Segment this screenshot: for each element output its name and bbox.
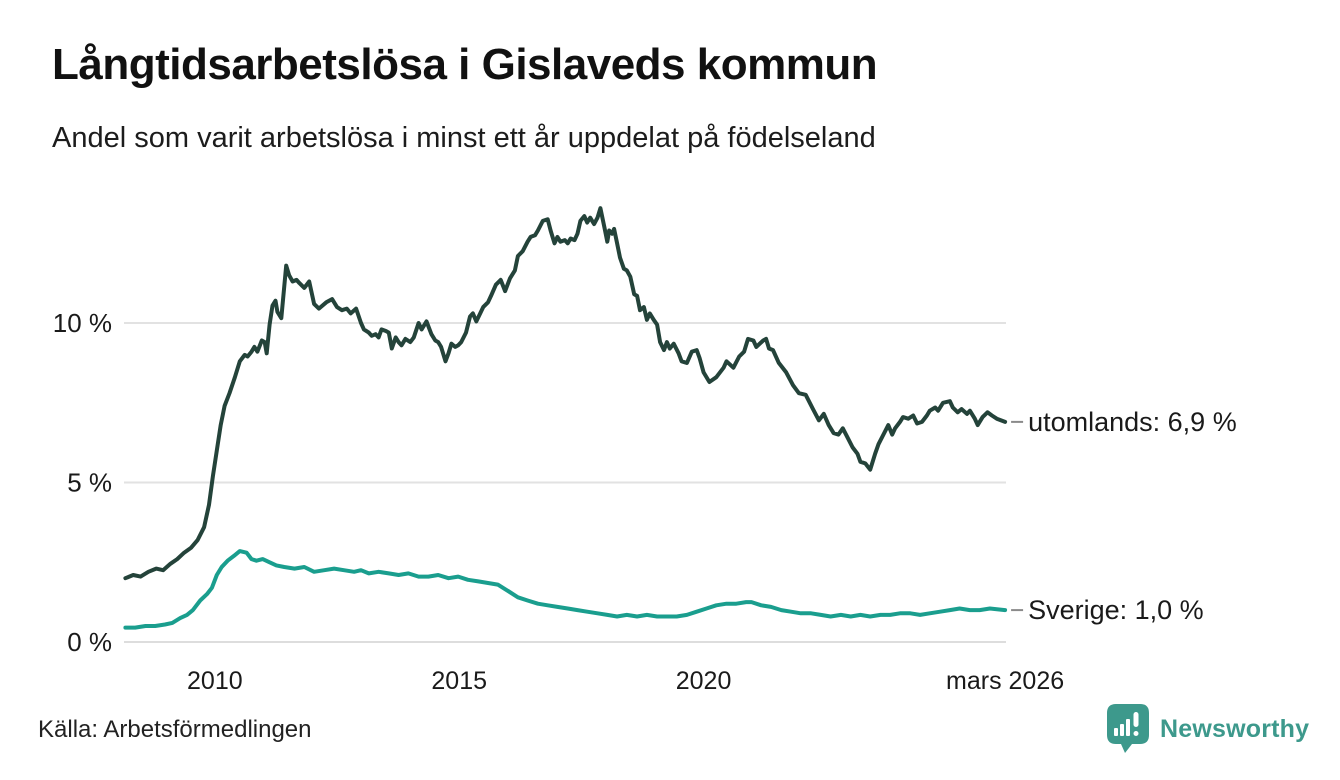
y-tick-label: 10 % (53, 308, 112, 338)
newsworthy-logo: Newsworthy (1106, 703, 1309, 755)
series-line-Sverige (123, 549, 1008, 630)
y-axis-tick-labels: 0 % 5 % 10 % (53, 308, 112, 657)
source-note: Källa: Arbetsförmedlingen (38, 716, 312, 743)
series-end-labels: utomlands: 6,9 % Sverige: 1,0 % (1011, 407, 1237, 625)
newsworthy-bubble-chart-icon (1107, 704, 1149, 753)
chart-subtitle: Andel som varit arbetslösa i minst ett å… (52, 122, 876, 154)
x-tick-label: mars 2026 (946, 667, 1064, 695)
series-end-label-utomlands: utomlands: 6,9 % (1028, 407, 1237, 437)
newsworthy-wordmark: Newsworthy (1160, 714, 1310, 743)
x-tick-label: 2015 (431, 667, 487, 695)
y-tick-label: 5 % (67, 468, 112, 498)
y-tick-label: 0 % (67, 627, 112, 657)
page-title: Långtidsarbetslösa i Gislaveds kommun (52, 40, 878, 89)
x-tick-label: 2010 (187, 667, 243, 695)
x-tick-label: 2020 (676, 667, 732, 695)
series-lines (123, 206, 1008, 630)
series-line-utomlands (123, 206, 1008, 581)
gridlines (124, 322, 1006, 643)
series-end-label-Sverige: Sverige: 1,0 % (1028, 595, 1204, 625)
x-axis-tick-labels: 2010 2015 2020 mars 2026 (187, 667, 1064, 695)
